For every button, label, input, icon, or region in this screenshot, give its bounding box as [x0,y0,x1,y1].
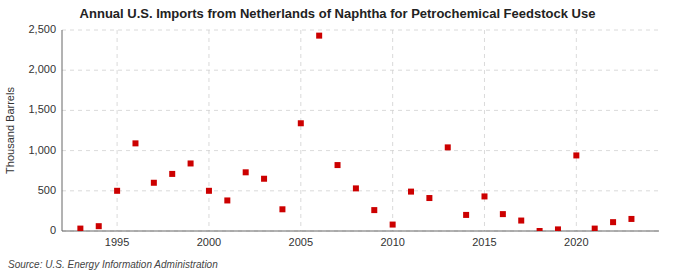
y-grid-line [62,150,659,151]
point [537,228,543,231]
x-grid-line [576,30,577,231]
point [408,189,414,195]
point [592,226,598,231]
y-grid-line [62,30,659,31]
point [335,162,341,168]
point [77,226,83,231]
point [206,188,212,194]
x-grid-line [117,30,118,231]
x-tick-label: 2015 [472,236,496,248]
x-tick-label: 2005 [289,236,313,248]
x-tick-label: 1995 [105,236,129,248]
y-tick-label: 2,500 [28,23,56,35]
point [445,144,451,150]
point [132,140,138,146]
point [298,120,304,126]
point [555,226,561,231]
point [279,206,285,212]
point [610,219,616,225]
point [114,188,120,194]
point [371,207,377,213]
point [426,195,432,201]
y-grid-line [62,70,659,71]
y-axis-label: Thousand Barrels [4,87,16,174]
x-tick-label: 2020 [564,236,588,248]
y-tick-label: 500 [38,184,56,196]
x-grid-line [300,30,301,231]
axes: 0 500 1,000 1,500 2,000 2,500 1995 2000 2005 2010… [28,23,659,248]
grid [62,30,659,231]
point [518,218,524,224]
point [573,152,579,158]
y-grid-line [62,190,659,191]
y-tick-label: 0 [50,224,56,236]
y-tick-label: 2,000 [28,63,56,75]
y-tick-label: 1,000 [28,144,56,156]
point [261,176,267,182]
source: Source: U.S. Energy Information Administ… [8,259,218,270]
x-grid-line [484,30,485,231]
point [628,216,634,222]
points [77,33,634,231]
point [188,160,194,166]
chart: 0 500 1,000 1,500 2,000 2,500 1995 2000 2005 2010… [0,0,675,275]
y-tick-label: 1,500 [28,103,56,115]
point [481,193,487,199]
x-tick-label: 2000 [197,236,221,248]
title: Annual U.S. Imports from Netherlands of … [80,6,596,21]
point [316,33,322,39]
point [500,211,506,217]
x-axis-line [62,231,659,232]
point [96,223,102,229]
point [151,180,157,186]
point [224,197,230,203]
point [243,169,249,175]
x-tick-label: 2010 [380,236,404,248]
point [463,212,469,218]
point [390,222,396,228]
y-grid-line [62,110,659,111]
y-grid-line [62,231,659,232]
point [169,171,175,177]
y-axis-line [62,30,63,231]
point [353,185,359,191]
x-grid-line [392,30,393,231]
x-grid-line [208,30,209,231]
